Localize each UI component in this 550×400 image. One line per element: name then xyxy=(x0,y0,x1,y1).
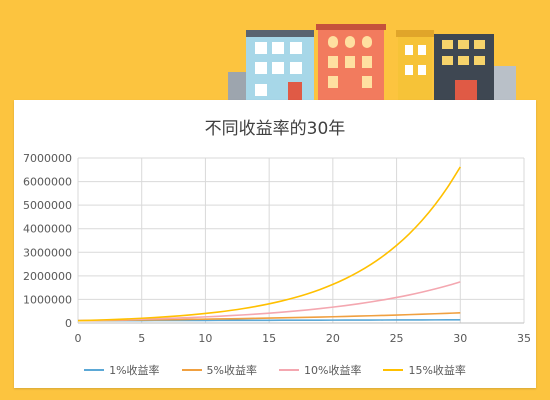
x-tick-label: 30 xyxy=(453,332,467,345)
legend-label: 10%收益率 xyxy=(304,362,361,378)
y-tick-label: 3000000 xyxy=(23,246,72,259)
legend-label: 15%收益率 xyxy=(408,362,465,378)
y-tick-label: 6000000 xyxy=(23,176,72,189)
legend-swatch xyxy=(182,369,202,371)
legend-item: 5%收益率 xyxy=(182,362,257,378)
chart-legend: 1%收益率 5%收益率 10%收益率 15%收益率 xyxy=(14,362,536,378)
legend-item: 10%收益率 xyxy=(279,362,361,378)
buildings-illustration-icon xyxy=(0,0,550,105)
y-tick-label: 0 xyxy=(65,317,72,330)
y-tick-label: 2000000 xyxy=(23,270,72,283)
legend-label: 5%收益率 xyxy=(207,362,257,378)
legend-swatch xyxy=(84,369,104,371)
legend-item: 1%收益率 xyxy=(84,362,159,378)
legend-swatch xyxy=(279,369,299,371)
y-tick-label: 4000000 xyxy=(23,223,72,236)
chart-card: 不同收益率的30年 0 1000000 2000000 3000000 4000000 5… xyxy=(14,100,536,388)
x-tick-label: 35 xyxy=(517,332,531,345)
legend-item: 15%收益率 xyxy=(383,362,465,378)
line-chart: 0 1000000 2000000 3000000 4000000 5000000 6000… xyxy=(14,100,536,388)
legend-swatch xyxy=(383,369,403,371)
x-tick-label: 25 xyxy=(390,332,404,345)
legend-label: 1%收益率 xyxy=(109,362,159,378)
y-tick-label: 5000000 xyxy=(23,199,72,212)
y-tick-label: 7000000 xyxy=(23,152,72,165)
x-tick-label: 10 xyxy=(198,332,212,345)
x-tick-label: 0 xyxy=(75,332,82,345)
x-tick-label: 15 xyxy=(262,332,276,345)
x-tick-label: 5 xyxy=(138,332,145,345)
x-tick-label: 20 xyxy=(326,332,340,345)
y-tick-label: 1000000 xyxy=(23,293,72,306)
